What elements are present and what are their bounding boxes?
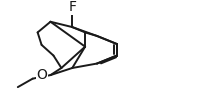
Text: O: O [37, 68, 48, 82]
Text: F: F [68, 0, 76, 14]
